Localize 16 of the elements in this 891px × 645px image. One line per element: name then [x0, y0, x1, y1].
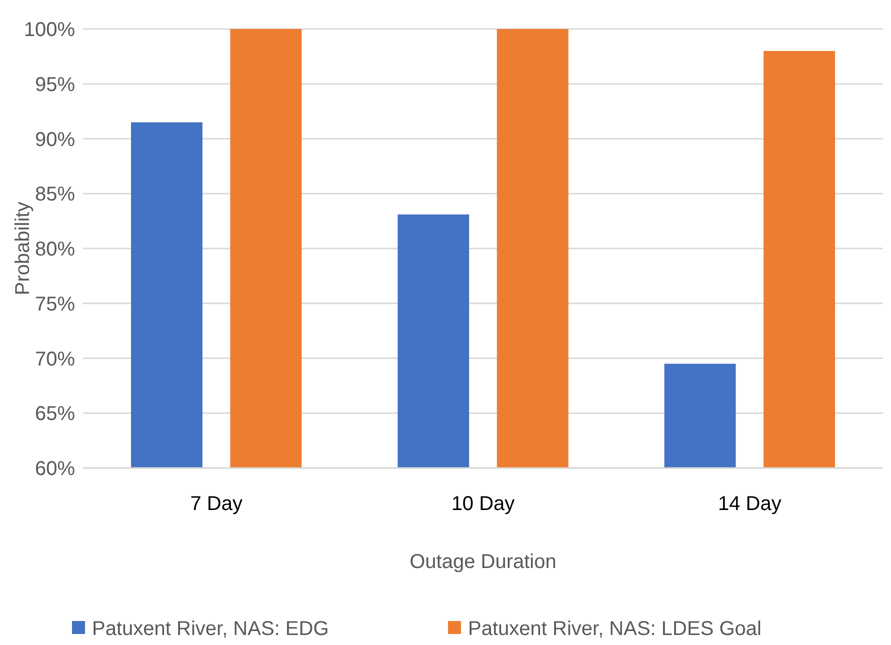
x-tick-label: 7 Day	[190, 493, 242, 515]
y-tick-label: 60%	[34, 458, 76, 480]
y-tick-label: 100%	[24, 19, 76, 41]
x-tick-label: 10 Day	[451, 493, 515, 515]
y-tick-label: 75%	[34, 293, 76, 316]
y-tick-label: 85%	[34, 184, 76, 206]
y-tick-label: 65%	[34, 403, 76, 426]
y-axis-title: Probability	[12, 202, 34, 296]
y-tick-label: 70%	[34, 348, 76, 370]
x-tick-label: 14 Day	[718, 493, 782, 515]
y-tick-label: 80%	[34, 238, 76, 260]
legend-label: Patuxent River, NAS: LDES Goal	[468, 618, 762, 640]
legend-label: Patuxent River, NAS: EDG	[92, 618, 329, 640]
y-tick-label: 95%	[34, 74, 76, 96]
y-tick-label: 90%	[34, 128, 76, 151]
x-axis-title: Outage Duration	[410, 551, 556, 573]
